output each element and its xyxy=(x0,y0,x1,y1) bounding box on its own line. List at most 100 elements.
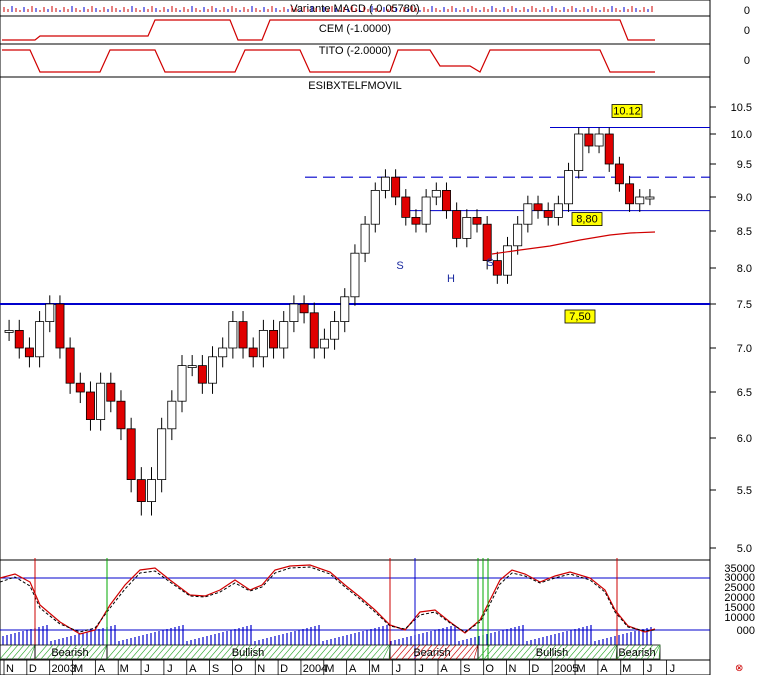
band-hatch xyxy=(443,644,457,660)
x-tick-label: M xyxy=(325,663,334,675)
band-hatch xyxy=(184,644,198,660)
band-hatch xyxy=(407,644,421,660)
band-segment xyxy=(616,644,661,660)
band-hatch xyxy=(437,644,451,660)
band-hatch xyxy=(413,644,427,660)
candle-body xyxy=(350,252,360,298)
candle-body xyxy=(462,216,472,239)
x-tick-label: N xyxy=(6,663,14,675)
band-hatch xyxy=(455,644,469,660)
band-hatch xyxy=(364,644,378,660)
oscillator-tick-label: 25000 xyxy=(724,582,755,594)
axis-panel xyxy=(0,659,711,675)
band-hatch xyxy=(160,644,174,660)
band-hatch xyxy=(489,644,503,660)
candle-body xyxy=(106,382,116,402)
price-label-box xyxy=(564,309,596,324)
band-hatch xyxy=(280,644,294,660)
candle-body xyxy=(370,189,380,225)
band-hatch xyxy=(328,644,342,660)
price-label-text: 7,50 xyxy=(569,311,590,323)
candle-body xyxy=(96,382,106,421)
band-hatch xyxy=(274,644,288,660)
band-hatch xyxy=(76,644,90,660)
band-hatch xyxy=(142,644,156,660)
candle-body xyxy=(228,321,238,349)
candle-body xyxy=(279,321,289,349)
band-hatch xyxy=(537,644,551,660)
candle-body xyxy=(147,479,156,503)
candle-body xyxy=(126,428,136,480)
tito-label: TITO (-2.0000) xyxy=(319,45,392,57)
candle-body xyxy=(492,260,502,276)
band-label: Bearish xyxy=(618,647,655,659)
band-hatch xyxy=(268,644,282,660)
y-tick-label: 5.5 xyxy=(737,485,752,497)
band-hatch xyxy=(322,644,336,660)
band-hatch xyxy=(543,644,557,660)
settings-icon[interactable]: ⊗ xyxy=(735,663,743,674)
tito-axis-value: 0 xyxy=(744,55,750,67)
candle-body xyxy=(208,356,218,384)
band-hatch xyxy=(88,644,102,660)
band-hatch xyxy=(519,644,533,660)
candle-body xyxy=(391,176,401,198)
candle-body xyxy=(614,163,624,185)
candle-body xyxy=(482,223,492,261)
band-hatch xyxy=(304,644,318,660)
candle-body xyxy=(136,479,146,503)
candle-body xyxy=(75,382,85,393)
x-tick-label: M xyxy=(371,663,380,675)
candle-body xyxy=(340,296,350,322)
candle-body xyxy=(441,189,451,211)
x-tick-label: J xyxy=(647,663,653,675)
candle-body xyxy=(380,176,390,191)
band-hatch xyxy=(172,644,186,660)
band-hatch xyxy=(585,644,599,660)
x-tick-label: J xyxy=(396,663,402,675)
price-candles xyxy=(4,127,655,516)
candle-body xyxy=(503,245,512,276)
y-tick-label: 7.5 xyxy=(737,299,752,311)
macd-histogram xyxy=(3,6,653,12)
candle-body xyxy=(431,189,441,198)
x-tick-label: 2003 xyxy=(51,663,75,675)
band-hatch xyxy=(628,644,642,660)
candle-body xyxy=(45,303,55,323)
candle-body xyxy=(85,391,95,421)
band-hatch xyxy=(166,644,180,660)
macd-label: Variante MACD (-0.05780) xyxy=(290,3,419,15)
band-hatch xyxy=(495,644,509,660)
band-label: Bullish xyxy=(536,647,568,659)
candle-body xyxy=(543,210,553,218)
cem-axis-value: 0 xyxy=(744,25,750,37)
band-hatch xyxy=(352,644,366,660)
band-hatch xyxy=(531,644,545,660)
candle-body xyxy=(299,303,309,314)
candle-body xyxy=(574,133,584,171)
candle-body xyxy=(187,365,197,369)
band-hatch xyxy=(124,644,138,660)
candle-body xyxy=(411,216,421,225)
candle-body xyxy=(309,312,319,349)
x-tick-label: O xyxy=(234,663,243,675)
x-tick-label: 2004 xyxy=(303,663,327,675)
price-y-axis: 10.5 10.0 9.5 9.0 8.5 8.0 7.5 7.0 6.5 6.0 5.5 5.0 xyxy=(710,102,752,555)
x-tick-label: M xyxy=(622,663,631,675)
band-hatch xyxy=(11,644,25,660)
band-hatch xyxy=(425,644,439,660)
oscillator-tick-label: 20000 xyxy=(724,592,755,604)
band-label: Bullish xyxy=(232,647,264,659)
y-tick-label: 9.0 xyxy=(737,192,752,204)
price-label-text: 8,80 xyxy=(576,214,597,226)
oscillator-line xyxy=(0,564,656,635)
band-hatch xyxy=(419,644,433,660)
candle-body xyxy=(258,329,268,358)
candle-body xyxy=(319,338,329,349)
y-tick-label: 9.5 xyxy=(737,159,752,171)
band-hatch xyxy=(567,644,581,660)
band-hatch xyxy=(34,644,48,660)
band-hatch xyxy=(23,644,36,660)
candle-body xyxy=(472,216,482,225)
x-tick-label: A xyxy=(600,663,608,675)
